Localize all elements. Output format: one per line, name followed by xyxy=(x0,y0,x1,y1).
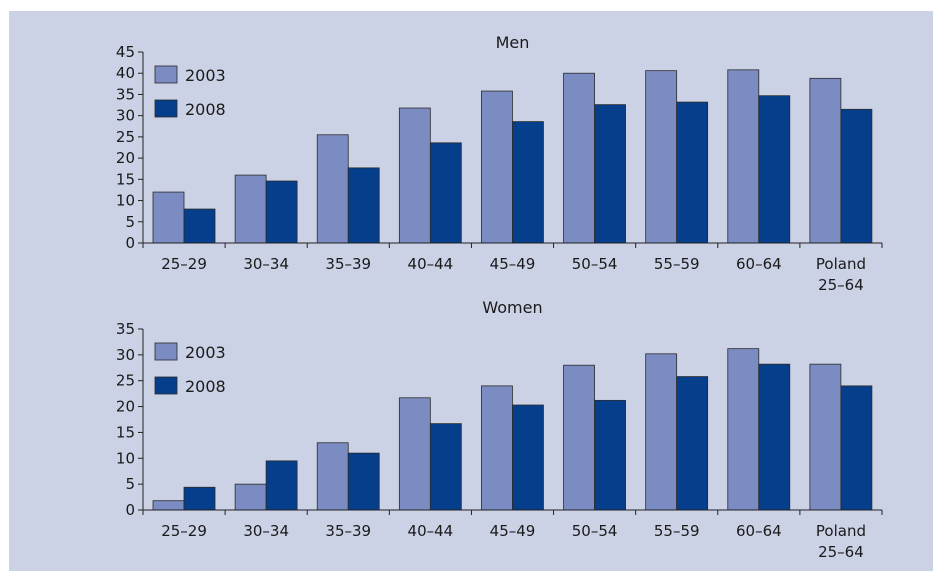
x-tick-label: Poland xyxy=(816,522,866,540)
y-tick-label: 20 xyxy=(116,398,135,416)
y-tick-label: 0 xyxy=(125,234,135,252)
x-tick-label: 25–64 xyxy=(818,543,864,561)
bar-2003 xyxy=(481,90,513,244)
bar-2003 xyxy=(645,353,678,511)
x-tick-label: 60–64 xyxy=(736,255,782,273)
bar-2008 xyxy=(347,452,380,511)
x-tick-label: 40–44 xyxy=(408,255,454,273)
bar-2008 xyxy=(265,180,298,244)
bar-2003 xyxy=(152,500,185,511)
bar-2008 xyxy=(265,460,298,511)
y-tick-label: 30 xyxy=(116,107,135,125)
bar-2008 xyxy=(840,385,873,511)
legend-label-2003: 2003 xyxy=(185,343,226,362)
chart-title: Men xyxy=(496,33,530,52)
x-tick-label: 55–59 xyxy=(654,522,700,540)
y-tick-label: 40 xyxy=(116,64,135,82)
y-tick-label: 35 xyxy=(116,85,135,103)
y-tick-label: 30 xyxy=(116,346,135,364)
bar-2003 xyxy=(727,348,760,511)
x-tick-label: 50–54 xyxy=(572,255,618,273)
legend-label-2008: 2008 xyxy=(185,100,226,119)
bar-2008 xyxy=(429,423,462,511)
legend-swatch-2003 xyxy=(154,342,178,361)
y-tick-label: 45 xyxy=(116,43,135,61)
bar-2008 xyxy=(594,399,626,511)
bar-2003 xyxy=(727,69,760,244)
y-tick-label: 35 xyxy=(116,320,135,338)
y-tick-label: 25 xyxy=(116,372,135,390)
bar-2008 xyxy=(512,121,544,244)
x-tick-label: 35–39 xyxy=(325,255,371,273)
bar-2003 xyxy=(809,77,842,244)
bar-2008 xyxy=(676,376,709,511)
bar-2003 xyxy=(398,107,431,244)
bar-2003 xyxy=(152,191,185,244)
legend-swatch-2008 xyxy=(154,376,178,395)
x-tick-label: 30–34 xyxy=(243,255,289,273)
x-tick-label: 40–44 xyxy=(408,522,454,540)
legend-label-2003: 2003 xyxy=(185,66,226,85)
y-tick-label: 5 xyxy=(125,213,135,231)
bar-2008 xyxy=(429,142,462,244)
chart-title: Women xyxy=(482,298,542,317)
legend-swatch-2008 xyxy=(154,99,178,118)
bar-2003 xyxy=(809,363,842,511)
bar-2008 xyxy=(676,101,709,244)
y-tick-label: 15 xyxy=(116,423,135,441)
x-tick-label: 30–34 xyxy=(243,522,289,540)
x-tick-label: 45–49 xyxy=(490,522,536,540)
x-tick-label: Poland xyxy=(816,255,866,273)
legend-swatch-2003 xyxy=(154,65,178,84)
bar-2003 xyxy=(563,72,595,244)
bar-2003 xyxy=(234,483,267,511)
bar-2008 xyxy=(758,95,791,244)
bar-2008 xyxy=(183,208,216,244)
bar-2008 xyxy=(758,363,791,511)
x-tick-label: 25–29 xyxy=(161,255,207,273)
x-tick-label: 45–49 xyxy=(490,255,536,273)
x-tick-label: 55–59 xyxy=(654,255,700,273)
chart-women: Women 0 5 10 15 20 25 30 35 25–29 30–34 35–39 40–44 4… xyxy=(116,298,883,561)
y-tick-label: 10 xyxy=(116,449,135,467)
x-tick-label: 25–29 xyxy=(161,522,207,540)
x-tick-label: 25–64 xyxy=(818,276,864,294)
bar-2003 xyxy=(398,397,431,511)
x-tick-label: 35–39 xyxy=(325,522,371,540)
bar-2008 xyxy=(347,167,380,244)
y-tick-label: 15 xyxy=(116,170,135,188)
bar-2003 xyxy=(563,364,595,511)
y-tick-label: 0 xyxy=(125,501,135,519)
chart-men: Men 0 5 10 15 20 25 30 35 40 45 25–29 30–34 35–39 40–4… xyxy=(116,33,883,294)
bar-2003 xyxy=(316,134,349,244)
bar-2003 xyxy=(234,174,267,244)
y-tick-label: 25 xyxy=(116,128,135,146)
bar-2003 xyxy=(481,385,513,511)
x-tick-label: 60–64 xyxy=(736,522,782,540)
bar-2003 xyxy=(316,442,349,511)
bar-2003 xyxy=(645,70,678,244)
y-tick-label: 20 xyxy=(116,149,135,167)
bar-2008 xyxy=(183,486,216,511)
bar-2008 xyxy=(840,108,873,244)
legend-label-2008: 2008 xyxy=(185,377,226,396)
bar-2008 xyxy=(512,404,544,511)
x-tick-label: 50–54 xyxy=(572,522,618,540)
bar-2008 xyxy=(594,104,626,244)
y-tick-label: 10 xyxy=(116,192,135,210)
y-tick-label: 5 xyxy=(125,475,135,493)
